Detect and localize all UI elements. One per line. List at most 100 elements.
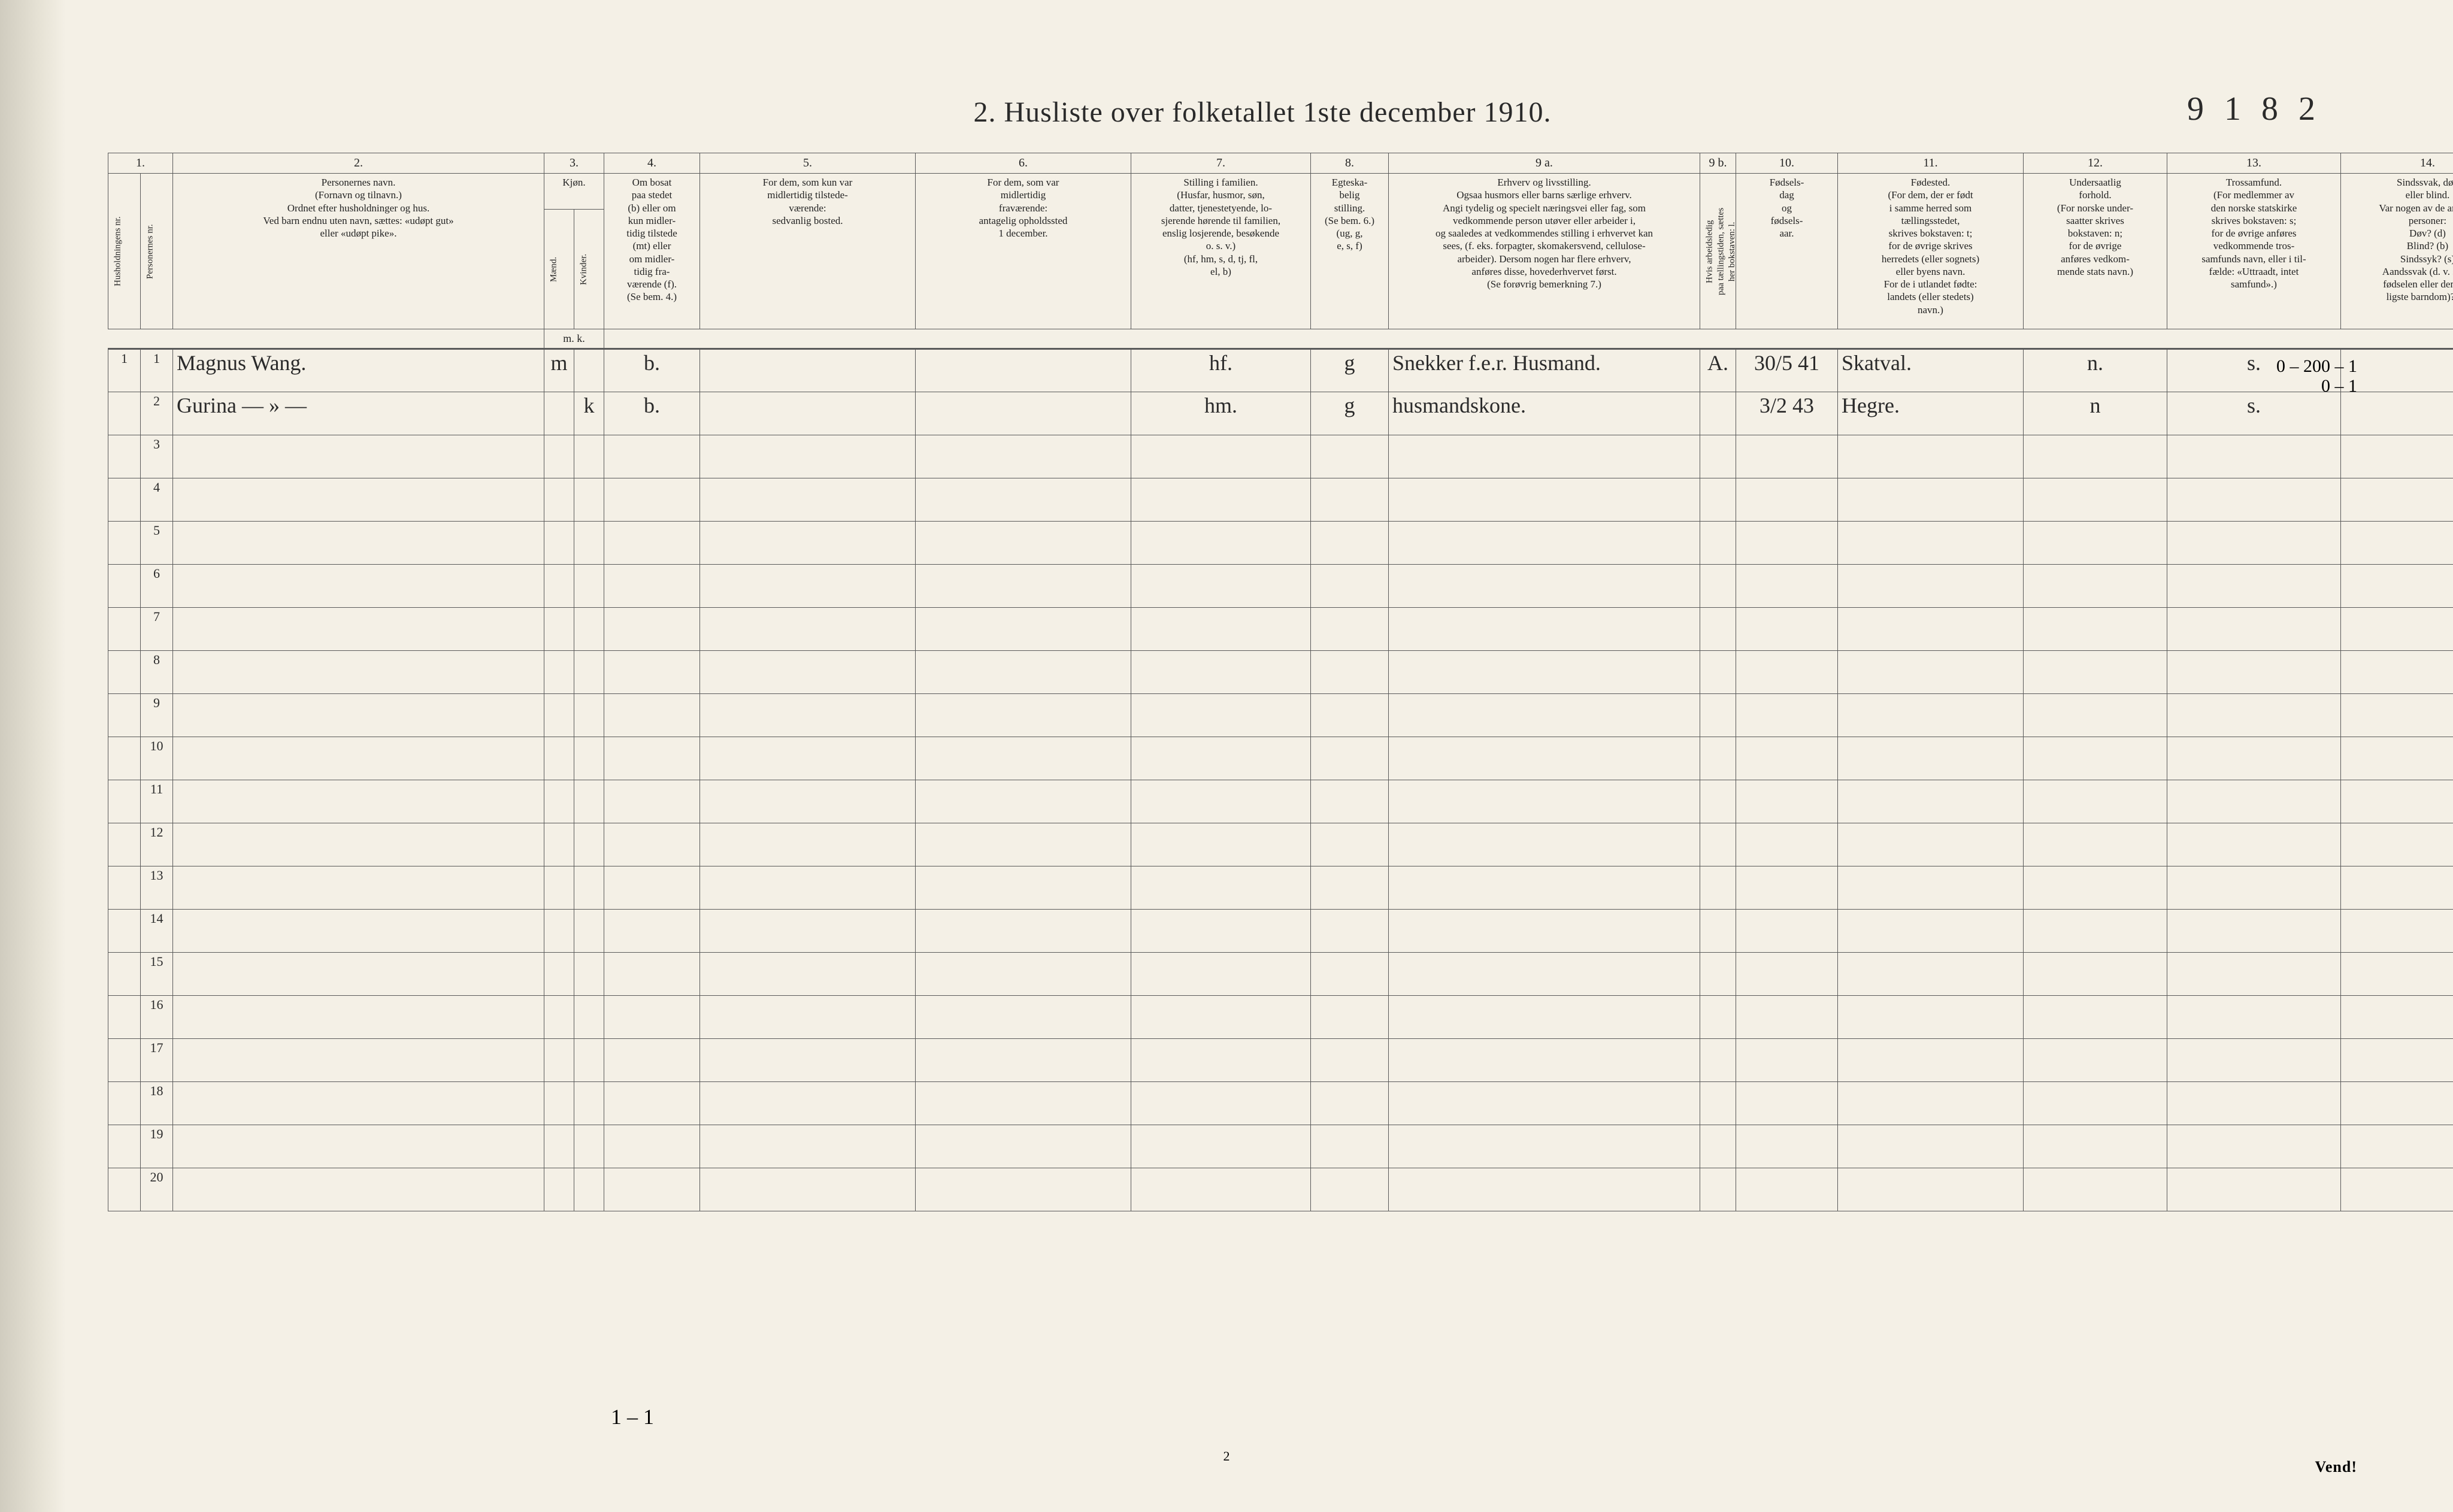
cell — [544, 995, 574, 1038]
header-row-mk: m. k. — [108, 329, 2453, 349]
cell — [2341, 823, 2453, 866]
cell — [2167, 737, 2341, 780]
cell — [2167, 521, 2341, 564]
cell — [1311, 1081, 1389, 1125]
cell — [700, 607, 916, 650]
cell — [108, 737, 141, 780]
cell — [574, 1038, 604, 1081]
cell — [2341, 435, 2453, 478]
cell — [1700, 1168, 1736, 1211]
census-table: 1. 2. 3. 4. 5. 6. 7. 8. 9 a. 9 b. 10. 11… — [108, 153, 2453, 1211]
colnum-8: 8. — [1311, 153, 1389, 174]
cell — [1131, 1168, 1311, 1211]
cell — [2341, 650, 2453, 693]
cell — [1389, 737, 1700, 780]
cell — [173, 607, 544, 650]
table-row: 9 — [108, 693, 2453, 737]
table-row: 10 — [108, 737, 2453, 780]
colnum-7: 7. — [1131, 153, 1311, 174]
cell — [108, 478, 141, 521]
cell — [2167, 478, 2341, 521]
cell: s. — [2167, 392, 2341, 435]
colnum-13: 13. — [2167, 153, 2341, 174]
cell — [173, 478, 544, 521]
cell — [700, 435, 916, 478]
table-row: 3 — [108, 435, 2453, 478]
cell — [1389, 823, 1700, 866]
cell — [1700, 478, 1736, 521]
colnum-4: 4. — [604, 153, 700, 174]
cell — [1131, 1125, 1311, 1168]
cell — [700, 952, 916, 995]
cell — [604, 780, 700, 823]
colnum-1: 1. — [108, 153, 173, 174]
cell: 5 — [141, 521, 173, 564]
form-title: 2. Husliste over folketallet 1ste decemb… — [108, 96, 2417, 129]
cell — [700, 866, 916, 909]
cell — [1700, 995, 1736, 1038]
cell — [700, 564, 916, 607]
cell — [173, 823, 544, 866]
cell — [1389, 650, 1700, 693]
cell: 16 — [141, 995, 173, 1038]
cell — [2341, 521, 2453, 564]
cell: 8 — [141, 650, 173, 693]
cell — [574, 349, 604, 392]
cell — [2341, 607, 2453, 650]
cell — [1838, 478, 2024, 521]
cell — [1700, 521, 1736, 564]
cell — [1700, 1125, 1736, 1168]
cell — [1700, 866, 1736, 909]
cell — [1736, 1125, 1838, 1168]
cell — [1131, 909, 1311, 952]
cell: k — [574, 392, 604, 435]
census-form-page: 9 1 8 2 2. Husliste over folketallet 1st… — [0, 0, 2453, 1512]
cell — [700, 1168, 916, 1211]
turn-over-label: Vend! — [2315, 1458, 2357, 1476]
cell — [574, 607, 604, 650]
colnum-12: 12. — [2024, 153, 2167, 174]
cell — [604, 1038, 700, 1081]
cell — [604, 1081, 700, 1125]
cell — [1389, 952, 1700, 995]
cell — [173, 952, 544, 995]
cell — [700, 349, 916, 392]
cell — [1700, 1038, 1736, 1081]
cell — [1700, 823, 1736, 866]
cell — [1736, 478, 1838, 521]
cell — [1311, 737, 1389, 780]
cell: hf. — [1131, 349, 1311, 392]
cell — [700, 392, 916, 435]
hdr-pnr: Personernes nr. — [141, 174, 173, 329]
cell — [1838, 909, 2024, 952]
cell — [2167, 435, 2341, 478]
cell — [1131, 952, 1311, 995]
cell: 1 — [141, 349, 173, 392]
cell — [574, 909, 604, 952]
cell: hm. — [1131, 392, 1311, 435]
cell — [1389, 1038, 1700, 1081]
cell — [2024, 737, 2167, 780]
hdr-mk: m. k. — [544, 329, 604, 349]
cell — [916, 521, 1131, 564]
cell — [1389, 1081, 1700, 1125]
cell — [1389, 435, 1700, 478]
hdr-under: Undersaatlig forhold. (For norske under-… — [2024, 174, 2167, 329]
cell: m — [544, 349, 574, 392]
colnum-5: 5. — [700, 153, 916, 174]
table-row: 8 — [108, 650, 2453, 693]
cell — [2024, 478, 2167, 521]
tally-bottom: 1 – 1 — [611, 1404, 654, 1429]
cell — [1700, 693, 1736, 737]
hdr-erhv: Erhverv og livsstilling. Ogsaa husmors e… — [1389, 174, 1700, 329]
hdr-fdato: Fødsels- dag og fødsels- aar. — [1736, 174, 1838, 329]
hdr-fsted: Fødested. (For dem, der er født i samme … — [1838, 174, 2024, 329]
cell — [916, 607, 1131, 650]
cell — [173, 650, 544, 693]
cell — [1838, 780, 2024, 823]
cell — [1311, 1168, 1389, 1211]
table-row: 5 — [108, 521, 2453, 564]
header-row-numbers: 1. 2. 3. 4. 5. 6. 7. 8. 9 a. 9 b. 10. 11… — [108, 153, 2453, 174]
cell — [1311, 435, 1389, 478]
cell — [173, 737, 544, 780]
